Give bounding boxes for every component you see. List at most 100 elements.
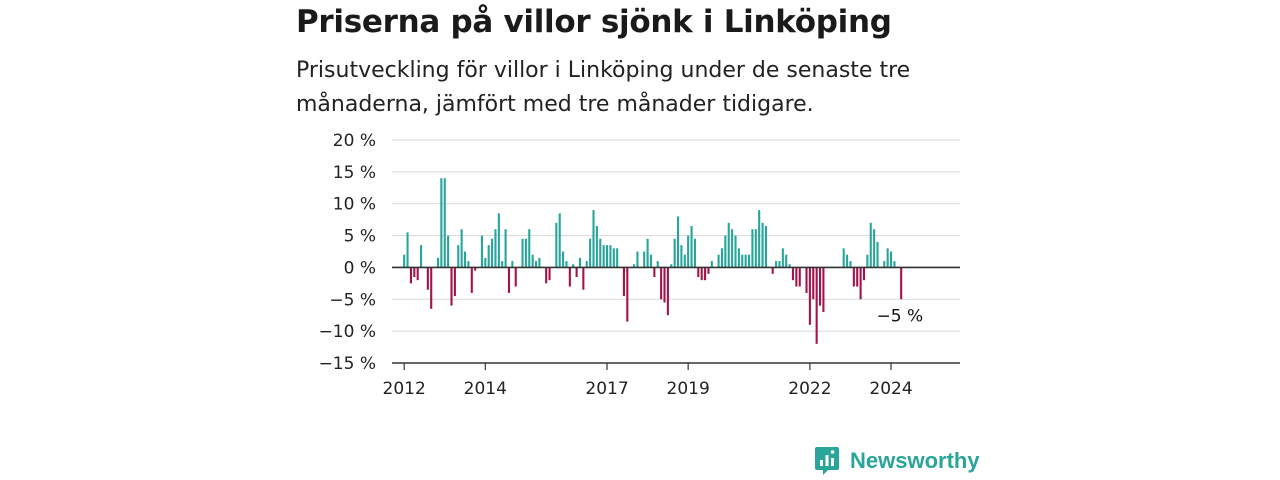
bar — [470, 267, 473, 293]
bar — [856, 267, 859, 287]
bar — [737, 248, 740, 268]
chart-title: Priserna på villor sjönk i Linköping — [296, 4, 892, 40]
bar — [416, 267, 419, 281]
last-value-label: −5 % — [877, 306, 924, 326]
bar — [633, 264, 636, 268]
bar — [555, 222, 558, 268]
bar — [852, 267, 855, 287]
bars — [403, 178, 903, 344]
y-axis: 20 % 15 % 10 % 5 % 0 % −5 % −10 % −15 % — [319, 131, 376, 374]
bar — [612, 248, 615, 268]
bar — [758, 210, 761, 268]
bar — [869, 222, 872, 268]
bar — [808, 267, 811, 325]
bar — [754, 229, 757, 268]
bar — [497, 213, 500, 268]
x-axis: 2012 2014 2017 2019 2022 2024 — [383, 362, 960, 399]
bar — [521, 238, 524, 268]
bar — [595, 226, 598, 268]
brand-name: Newsworthy — [850, 448, 980, 473]
bar — [697, 267, 700, 277]
bar — [886, 248, 889, 268]
bar — [673, 238, 676, 268]
x-tick-label: 2024 — [869, 379, 912, 399]
bar — [815, 267, 818, 344]
bar — [494, 229, 497, 268]
bar — [900, 267, 903, 300]
bar — [798, 267, 801, 287]
bar — [511, 261, 514, 268]
bar — [406, 232, 409, 268]
bar — [463, 251, 467, 268]
y-tick-label: −10 % — [319, 322, 376, 342]
y-tick-label: 0 % — [344, 258, 376, 278]
bar — [413, 267, 416, 277]
bar — [636, 251, 639, 268]
bar — [731, 229, 734, 268]
gridlines — [392, 139, 960, 332]
bar — [687, 235, 690, 268]
bar — [734, 235, 737, 268]
bar — [693, 238, 696, 268]
x-tick-label: 2019 — [667, 379, 710, 399]
bar — [822, 267, 825, 313]
bar — [653, 267, 656, 277]
bar — [626, 267, 629, 322]
x-tick-label: 2017 — [585, 379, 628, 399]
bar — [430, 267, 433, 309]
bar — [545, 267, 548, 284]
bar — [484, 257, 487, 268]
newsworthy-logo[interactable]: Newsworthy — [814, 446, 980, 476]
bar — [609, 245, 612, 268]
x-tick-label: 2014 — [464, 379, 507, 399]
bar — [683, 254, 686, 268]
bar — [403, 254, 406, 268]
bar — [680, 245, 683, 268]
bar — [812, 267, 815, 300]
bar — [859, 267, 862, 300]
y-tick-label: 15 % — [333, 163, 376, 183]
bar — [538, 257, 541, 268]
x-tick-label: 2022 — [788, 379, 831, 399]
newsworthy-icon — [815, 447, 839, 475]
bar — [578, 257, 582, 268]
bar — [842, 248, 845, 268]
bar — [467, 261, 470, 268]
bar — [602, 245, 605, 268]
bar — [436, 257, 440, 268]
bar — [710, 261, 713, 268]
bar — [450, 267, 453, 306]
x-tick-label: 2012 — [383, 379, 426, 399]
bar — [781, 248, 784, 268]
bar — [849, 261, 852, 268]
bar — [460, 229, 463, 268]
bar — [771, 267, 774, 274]
y-tick-label: 5 % — [344, 227, 376, 247]
bar — [791, 267, 795, 281]
y-tick-label: −5 % — [329, 290, 376, 310]
bar — [720, 248, 724, 268]
y-tick-label: 10 % — [333, 195, 376, 215]
bar — [707, 267, 710, 274]
bar — [548, 267, 551, 281]
bar — [480, 235, 483, 268]
bar — [775, 261, 778, 268]
annotations: −5 % — [877, 306, 924, 326]
bar — [663, 267, 666, 303]
bar — [589, 238, 592, 268]
bar — [717, 254, 720, 268]
bar — [616, 248, 619, 268]
bar — [741, 254, 744, 268]
bar — [646, 238, 649, 268]
bar — [761, 222, 764, 268]
bar — [862, 267, 866, 281]
bar — [727, 222, 730, 268]
bar — [805, 267, 808, 293]
bar — [575, 267, 578, 277]
bar — [866, 254, 869, 268]
bar — [643, 251, 646, 268]
bar — [565, 261, 568, 268]
chart-subtitle: Prisutveckling för villor i Linköping un… — [296, 58, 911, 117]
bar — [514, 267, 517, 287]
